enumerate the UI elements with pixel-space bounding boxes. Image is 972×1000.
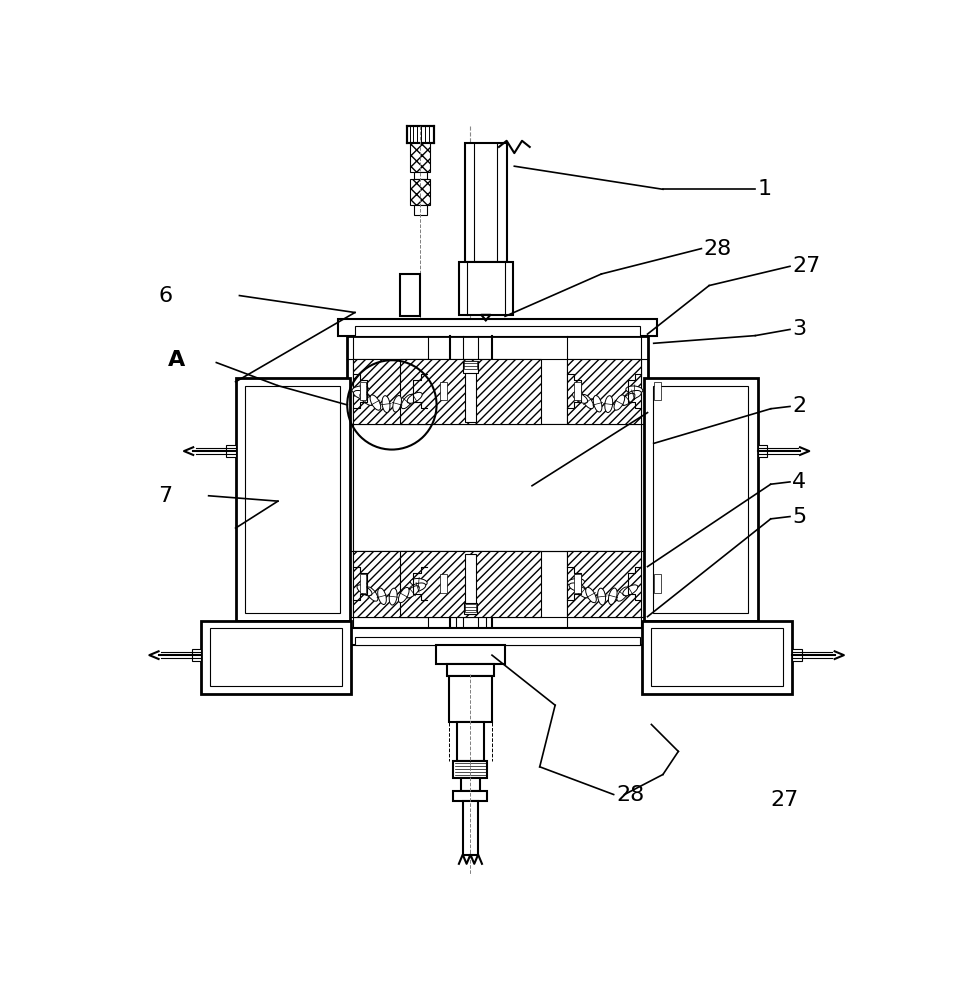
Text: 4: 4: [792, 472, 807, 492]
Bar: [643, 378, 757, 620]
Ellipse shape: [389, 588, 398, 605]
Ellipse shape: [581, 394, 594, 409]
Ellipse shape: [354, 390, 369, 399]
Bar: [354, 424, 642, 551]
Ellipse shape: [401, 394, 413, 409]
Bar: [454, 791, 487, 801]
Text: 5: 5: [792, 507, 807, 527]
Bar: [201, 620, 351, 694]
Text: A: A: [168, 350, 185, 370]
Ellipse shape: [605, 396, 612, 413]
Text: 27: 27: [792, 256, 820, 276]
Bar: [463, 801, 478, 855]
Bar: [465, 143, 507, 262]
Ellipse shape: [378, 588, 386, 605]
Bar: [651, 628, 783, 686]
Bar: [406, 126, 434, 143]
Bar: [574, 574, 580, 593]
Bar: [574, 382, 580, 400]
Bar: [355, 637, 640, 645]
Ellipse shape: [623, 585, 638, 596]
Bar: [567, 551, 642, 617]
Ellipse shape: [625, 390, 642, 399]
Text: 3: 3: [792, 319, 807, 339]
Bar: [465, 361, 476, 369]
Bar: [414, 205, 427, 215]
Ellipse shape: [399, 587, 409, 603]
Bar: [642, 620, 792, 694]
Ellipse shape: [366, 587, 378, 601]
Ellipse shape: [621, 393, 635, 405]
Bar: [447, 664, 494, 676]
Ellipse shape: [357, 585, 372, 596]
Ellipse shape: [569, 583, 585, 592]
Ellipse shape: [407, 392, 422, 403]
Bar: [354, 551, 428, 617]
Bar: [454, 761, 487, 778]
Bar: [361, 574, 366, 593]
Bar: [465, 361, 476, 422]
Text: 1: 1: [757, 179, 772, 199]
Bar: [459, 262, 513, 315]
Bar: [414, 172, 427, 179]
Text: 2: 2: [792, 396, 807, 416]
Bar: [465, 604, 476, 612]
Bar: [654, 382, 661, 400]
Bar: [792, 649, 802, 661]
Bar: [449, 676, 492, 722]
Ellipse shape: [370, 395, 381, 410]
Bar: [235, 378, 350, 620]
Ellipse shape: [626, 386, 642, 394]
Ellipse shape: [382, 396, 390, 413]
Bar: [465, 554, 476, 614]
Bar: [354, 359, 428, 424]
Ellipse shape: [405, 586, 419, 598]
Ellipse shape: [614, 395, 625, 410]
Bar: [399, 551, 541, 617]
Ellipse shape: [409, 583, 426, 592]
Bar: [440, 574, 446, 593]
Ellipse shape: [410, 578, 427, 586]
Bar: [399, 359, 541, 424]
Text: 6: 6: [158, 286, 173, 306]
Ellipse shape: [360, 393, 374, 405]
Ellipse shape: [617, 587, 629, 601]
Bar: [355, 326, 640, 336]
Bar: [245, 386, 340, 613]
Bar: [654, 574, 661, 593]
Ellipse shape: [598, 588, 606, 605]
Ellipse shape: [568, 578, 584, 586]
Bar: [757, 445, 767, 457]
Bar: [338, 628, 657, 645]
Bar: [567, 359, 642, 424]
Ellipse shape: [586, 587, 596, 603]
Bar: [464, 603, 477, 614]
Ellipse shape: [608, 588, 617, 605]
Bar: [410, 143, 431, 172]
Bar: [435, 645, 505, 664]
Bar: [410, 179, 431, 205]
Bar: [463, 361, 478, 373]
Bar: [226, 445, 235, 457]
Bar: [338, 319, 657, 336]
Text: 7: 7: [158, 486, 173, 506]
Bar: [191, 649, 201, 661]
Text: 28: 28: [704, 239, 732, 259]
Bar: [440, 382, 446, 400]
Bar: [653, 386, 748, 613]
Bar: [361, 382, 366, 400]
Ellipse shape: [393, 396, 401, 412]
Bar: [461, 778, 479, 791]
Bar: [457, 722, 484, 761]
Ellipse shape: [352, 386, 369, 394]
Text: 28: 28: [616, 785, 644, 805]
Ellipse shape: [593, 396, 602, 412]
Bar: [399, 274, 420, 316]
Bar: [347, 336, 647, 628]
Ellipse shape: [575, 586, 589, 598]
Bar: [210, 628, 342, 686]
Text: 27: 27: [771, 790, 799, 810]
Ellipse shape: [573, 392, 588, 403]
